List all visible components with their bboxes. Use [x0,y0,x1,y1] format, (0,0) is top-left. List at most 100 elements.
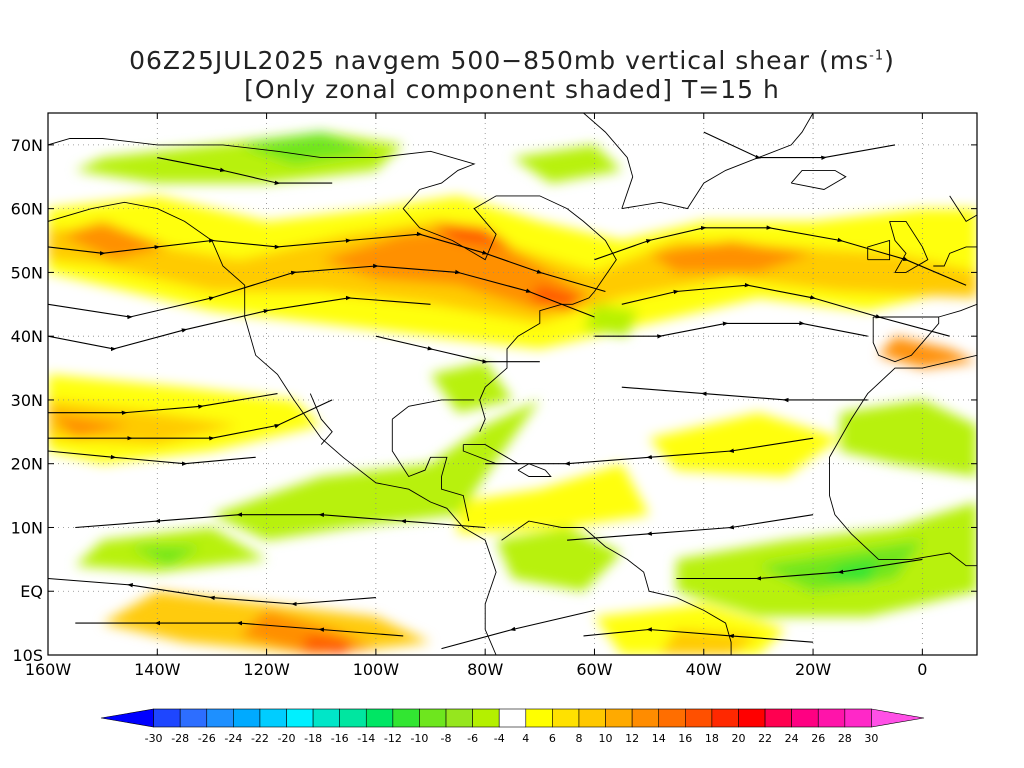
streamline [485,437,814,466]
colorbar-label: -10 [410,732,428,745]
lon-tick-label: 40W [686,660,722,679]
lon-tick-label: 160W [25,660,72,679]
title-prefix: 06Z25JUL2025 navgem 500−850mb vertical s… [129,46,870,75]
streamline [441,609,595,650]
coastline [391,419,470,522]
lon-tick-label: 100W [353,660,400,679]
map-plot-area [48,113,977,655]
colorbar-label: 18 [705,732,719,745]
coastline [621,113,814,210]
streamline [567,514,814,541]
lat-tick-label: 20N [11,455,43,474]
shading-region [211,399,540,541]
coastline [517,463,552,477]
colorbar-swatch [844,708,872,728]
streamline [676,558,923,581]
colorbar-swatch [658,708,686,728]
colorbar-label: 12 [625,732,639,745]
shading-region [457,463,650,534]
colorbar-swatch [419,708,447,728]
colorbar-swatch [578,708,606,728]
shading-region [239,132,376,164]
chart-title-line2: [Only zonal component shaded] T=15 h [244,75,780,104]
streamline [703,131,896,161]
streamline [621,282,950,337]
colorbar-swatch [472,708,500,728]
colorbar-label: -4 [494,732,505,745]
colorbar-label: 20 [731,732,745,745]
colorbar-swatch [286,708,314,728]
streamlines-layer [48,131,967,650]
shading-region [840,399,977,477]
colorbar-label: -16 [331,732,349,745]
colorbar-swatch [525,708,553,728]
colorbar-swatch [764,708,792,728]
colorbar-label: 28 [838,732,852,745]
streamline [75,620,404,637]
colorbar-label: 30 [864,732,878,745]
colorbar-swatch [206,708,234,728]
lat-tick-label: 10N [11,518,43,537]
colorbar-label: 24 [785,732,799,745]
streamline [75,512,486,529]
colorbar-swatch [817,708,846,728]
colorbar-label: -24 [224,732,242,745]
lon-tick-label: 0 [917,660,927,679]
shading-region [878,336,977,369]
colorbar-label: -18 [304,732,322,745]
lat-tick-label: 60N [11,200,43,219]
shading-region [299,635,354,655]
coastlines-layer [48,113,977,655]
colorbar-label: -8 [441,732,452,745]
streamline [48,393,278,416]
colorbar-label: 22 [758,732,772,745]
colorbar-swatch [392,708,420,728]
lat-tick-label: 40N [11,327,43,346]
coastline [949,195,977,223]
streamline [48,577,376,607]
colorbar-label: 14 [652,732,666,745]
coastline [583,113,634,209]
lon-tick-label: 60W [576,660,612,679]
shading-region [48,412,130,439]
streamline [594,320,868,339]
coastline [48,201,497,655]
colorbar-label: 8 [575,732,582,745]
coastline [392,399,475,420]
lon-tick-label: 120W [243,660,290,679]
title-suffix: ) [884,46,895,75]
colorbar-label: -22 [251,732,269,745]
colorbar-label: -12 [384,732,402,745]
colorbar: -30 -28 -26 -24 -22 -20 -18 -16 -14 -12 -10 -8 -6 -4 4… [100,708,925,745]
lat-tick-label: 30N [11,391,43,410]
colorbar-swatch [233,708,261,728]
streamline [48,231,606,293]
colorbar-swatch [259,708,287,728]
lat-lon-grid [48,113,977,655]
coastline [938,303,977,318]
chart-title-line1: 06Z25JUL2025 navgem 500−850mb vertical s… [0,46,1024,75]
coastline [933,246,977,267]
colorbar-swatch [711,708,739,728]
colorbar-swatch [631,708,660,728]
streamline [48,450,256,466]
shading-region [496,527,622,592]
lat-tick-label: 10S [12,646,43,665]
colorbar-swatch [179,708,208,728]
title-unit-exponent: -1 [869,48,885,64]
colorbar-label: -14 [357,732,375,745]
coastline [872,316,940,363]
colorbar-label: 16 [678,732,692,745]
streamline [375,335,540,364]
lon-tick-label: 20W [795,660,831,679]
coastline [48,138,617,432]
colorbar-swatch [791,708,819,728]
colorbar-label: 26 [811,732,825,745]
map-frame [47,112,978,656]
colorbar-label: -6 [467,732,478,745]
colorbar-swatch [738,708,766,728]
lat-tick-label: 50N [11,263,43,282]
colorbar-label: -30 [145,732,163,745]
lat-tick-label: 70N [11,136,43,155]
